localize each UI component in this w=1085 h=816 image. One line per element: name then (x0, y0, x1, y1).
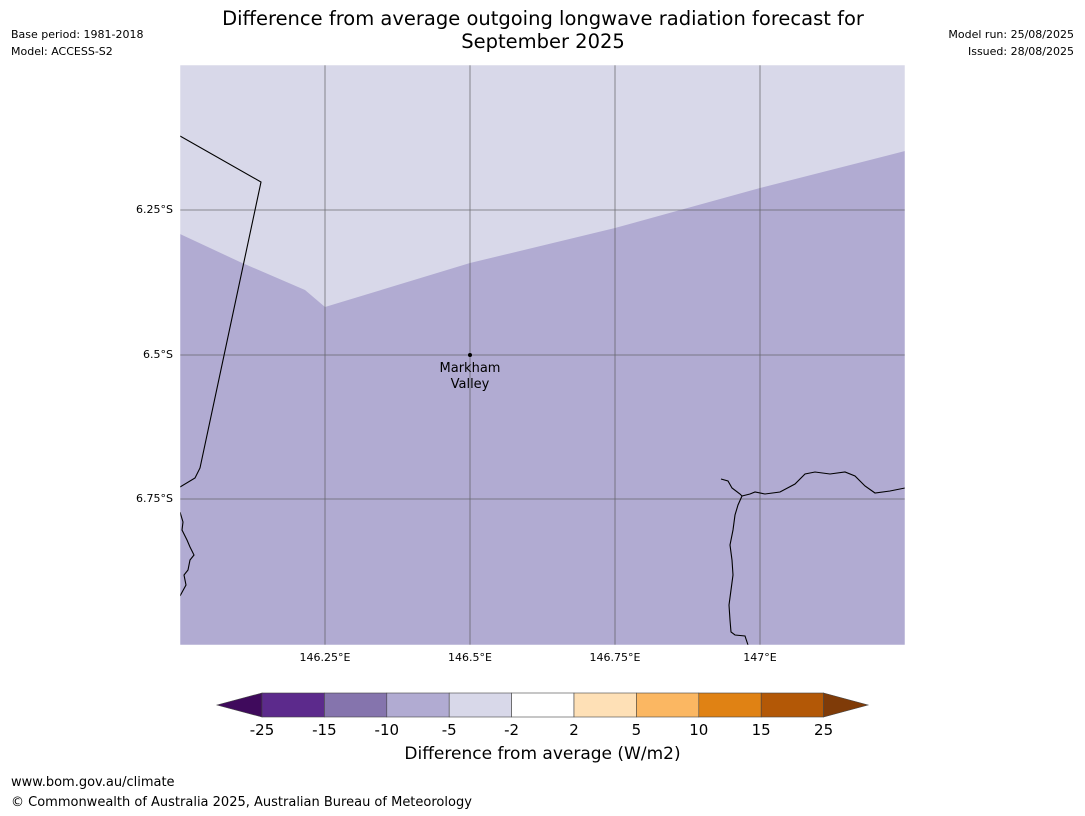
coastline-west (180, 511, 195, 597)
model-name: Model: ACCESS-S2 (11, 45, 113, 58)
colorbar-tick-label: -10 (375, 721, 400, 739)
metadata-left: Base period: 1981-2018 Model: ACCESS-S2 (11, 26, 143, 60)
colorbar-tick-label: 2 (569, 721, 579, 739)
colorbar-tick-label: -5 (442, 721, 457, 739)
colorbar-tick-label: -2 (504, 721, 519, 739)
colorbar-cell (511, 692, 575, 718)
coastline-east (720, 478, 749, 645)
colorbar-title: Difference from average (W/m2) (404, 744, 681, 764)
footer-url[interactable]: www.bom.gov.au/climate (11, 775, 175, 790)
place-label-line2: Valley (451, 377, 490, 392)
colorbar-cell (636, 692, 700, 718)
issued-date: Issued: 28/08/2025 (967, 45, 1074, 58)
title-line-2: September 2025 (461, 30, 625, 53)
map-frame (179, 64, 906, 646)
colorbar-cell (698, 692, 762, 718)
colorbar-cells (215, 692, 870, 718)
lat-label-625: 6.25°S (136, 203, 173, 216)
province-boundary (180, 135, 262, 488)
place-label-line1: Markham (440, 361, 501, 376)
colorbar-cell (261, 692, 325, 718)
forecast-map: 6.25°S 6.5°S 6.75°S 146.25°E 146.5°E 146… (136, 64, 906, 664)
location-marker (468, 353, 472, 357)
colorbar-tick-label: -15 (312, 721, 337, 739)
lon-label-14675: 146.75°E (590, 651, 641, 664)
footer-copyright: © Commonwealth of Australia 2025, Austra… (11, 795, 472, 810)
colorbar-tick-label: 5 (632, 721, 642, 739)
colorbar-cell (386, 692, 450, 718)
colorbar-tick-label: 25 (814, 721, 833, 739)
colorbar-cell (760, 692, 824, 718)
colorbar-cell (573, 692, 637, 718)
coastline-gulf (741, 471, 905, 497)
lat-label-675: 6.75°S (136, 492, 173, 505)
title-line-1: Difference from average outgoing longwav… (222, 7, 864, 30)
lon-label-14625: 146.25°E (300, 651, 351, 664)
colorbar-tick-labels: -25 -15 -10 -5 -2 2 5 10 15 25 (250, 721, 833, 739)
lat-label-650: 6.5°S (143, 348, 173, 361)
model-run: Model run: 25/08/2025 (948, 28, 1074, 41)
colorbar-cell (448, 692, 512, 718)
lon-label-1465: 146.5°E (448, 651, 492, 664)
colorbar-extend-high (823, 692, 870, 718)
colorbar-tick-label: -25 (250, 721, 275, 739)
band-medium (180, 151, 905, 645)
colorbar-tick-label: 15 (752, 721, 771, 739)
map-title: Difference from average outgoing longwav… (190, 7, 896, 53)
metadata-right: Model run: 25/08/2025 Issued: 28/08/2025 (948, 26, 1074, 60)
colorbar-extend-low (215, 692, 263, 718)
colorbar-cell (324, 692, 388, 718)
base-period: Base period: 1981-2018 (11, 28, 144, 41)
graticule (180, 65, 905, 645)
lon-label-147: 147°E (743, 651, 776, 664)
colorbar-tick-label: 10 (689, 721, 708, 739)
